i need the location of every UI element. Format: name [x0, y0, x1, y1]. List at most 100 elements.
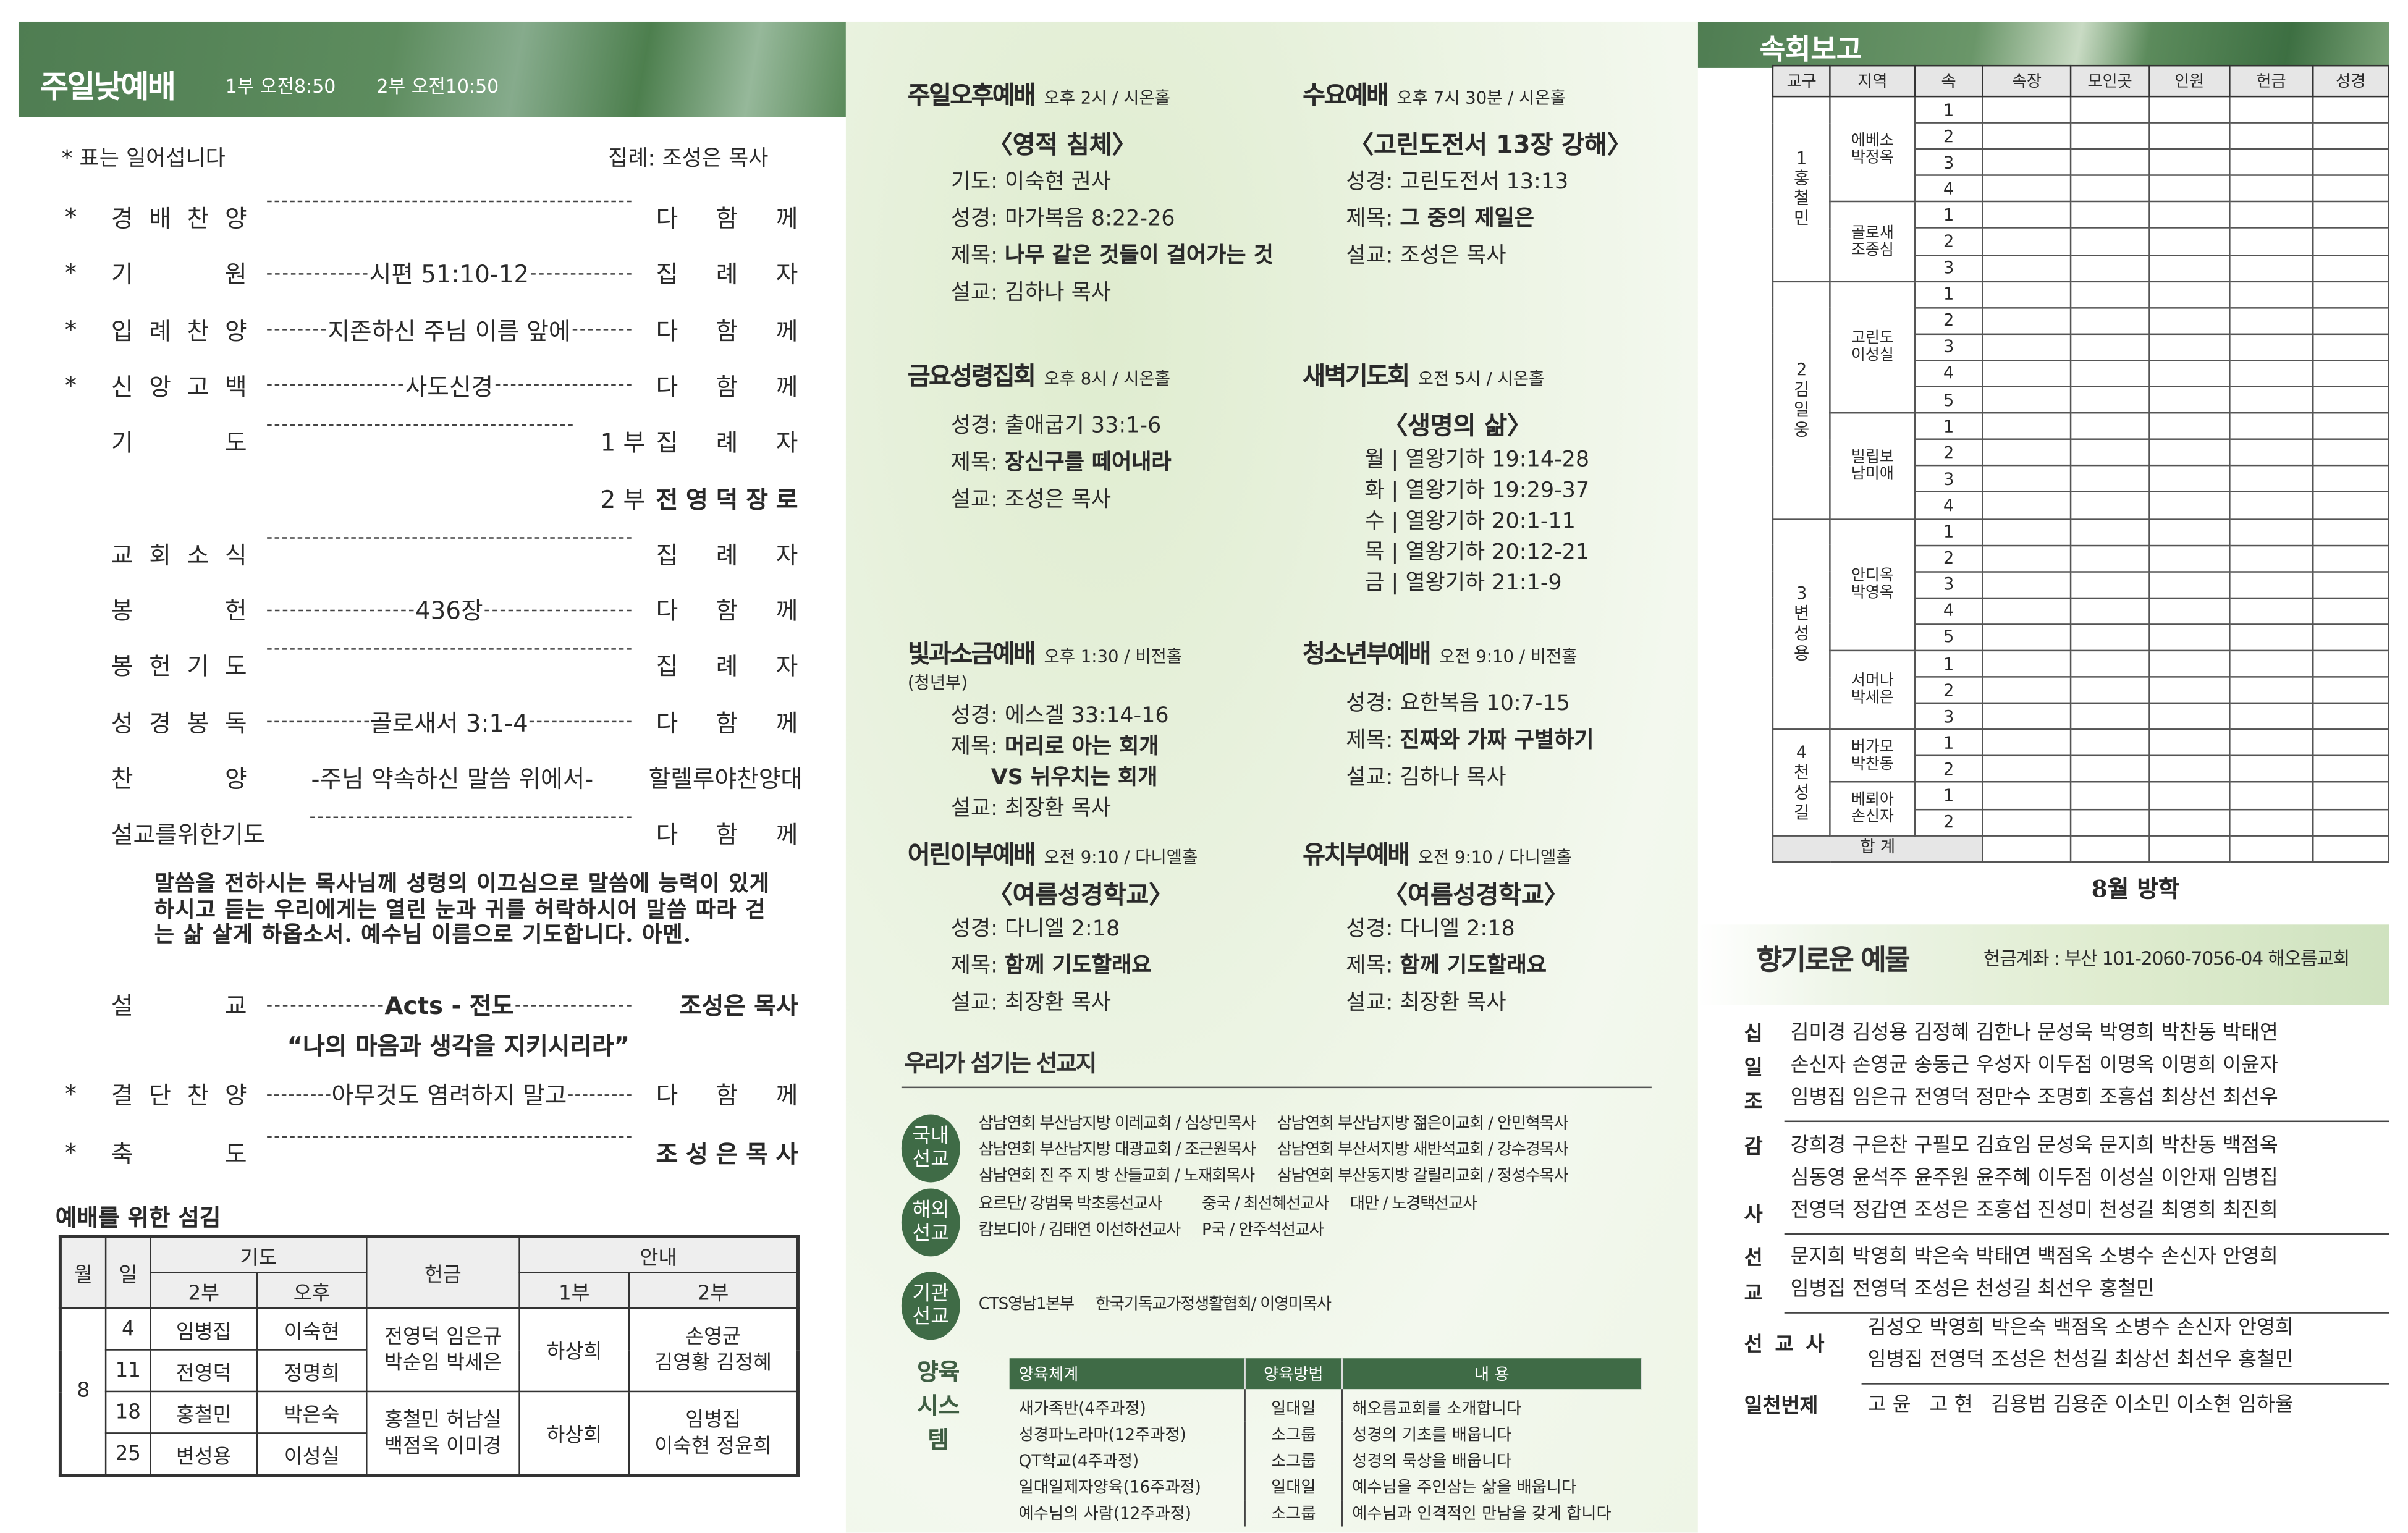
donor-name: 전영덕 — [1929, 1349, 1985, 1372]
order-part: 2 부 — [600, 485, 646, 513]
nurture-cell: 성경의 기초를 배웁니다 — [1352, 1426, 1512, 1445]
table-row: 2 김일웅 고린도 이성실 1 — [1772, 280, 2389, 520]
donor-name: 문성욱 — [2037, 1134, 2093, 1158]
cell-number: 3 — [1914, 465, 1984, 493]
donor-name: 조흥섭 — [1975, 1199, 2032, 1223]
table-row: 3 — [1773, 702, 2389, 731]
line-key: 목 | — [1364, 540, 1399, 565]
area-name: 고린도 이성실 — [1851, 330, 1894, 365]
order-detail-text: Acts - 전도 — [384, 992, 514, 1021]
glyph: 성 — [111, 709, 133, 738]
donor-name: 김효임 — [1975, 1134, 2032, 1158]
table-row: 2 — [1773, 808, 2389, 836]
line-key: 설교: — [1346, 990, 1393, 1016]
blank-entry-cell — [2148, 676, 2231, 704]
cell-number: 2 — [1914, 676, 1984, 704]
blank-entry-cell — [2228, 465, 2314, 493]
blank-entry-cell — [2312, 782, 2389, 810]
blank-entry-cell — [1982, 491, 2072, 520]
blank-entry-cell — [2069, 359, 2150, 388]
offering-line: 전영덕 정갑연 조성은 조흥섭 진성미 천성길 최영희 최진희 — [1791, 1194, 2284, 1227]
dash-leader — [267, 1003, 384, 1006]
glyph: 감 — [1744, 1136, 1763, 1159]
service-line: 제목: 머리로 아는 회개 — [908, 732, 1324, 762]
table-row: 18 홍철민 박은숙 홍철민 허남실 백점옥 이미경 하상희 임병집 이숙현 정윤… — [60, 1390, 799, 1477]
nurture-cell: 소그룹 — [1244, 1500, 1343, 1527]
blank-entry-cell — [1982, 254, 2072, 282]
mission-item: 삼남연회 부산남지방 대광교회 / 조근원목사 — [978, 1141, 1256, 1159]
mission-item: 한국기독교가정생활협회/ 이영미목사 — [1095, 1294, 1332, 1314]
order-detail: 사도신경 — [266, 369, 633, 403]
donor-name: 소병수 — [2114, 1316, 2170, 1340]
blank-entry-cell — [2069, 544, 2150, 572]
cell-header: 헌금 — [2228, 64, 2314, 98]
line-key: 성경: — [1346, 916, 1393, 942]
dash-leader — [530, 272, 632, 275]
service-block: 새벽기도회 오전 5시 / 시온홀 〈생명의 삶〉 월 | 열왕기하 19:14-28… — [1303, 355, 1719, 599]
blank-entry-cell — [2312, 201, 2389, 229]
service-title: 어린이부예배 — [907, 839, 1036, 869]
order-detail: -주님 약속하신 말씀 위에서- — [260, 761, 646, 795]
order-detail — [266, 424, 575, 426]
line-key: 제목: — [950, 735, 998, 760]
glyph: 함 — [716, 317, 738, 345]
table-row: 3 — [1773, 465, 2389, 493]
service-title: 수요예배 — [1303, 80, 1389, 110]
order-row: 봉 헌 436장 다 함 께 — [19, 593, 846, 630]
line-value: 이숙현 권사 — [1005, 169, 1112, 195]
service-duty-table: 월 일 기도 헌금 안내 2부 오후 1부 2부 8 4 임병집 — [58, 1235, 800, 1477]
line-value: 고린도전서 13:13 — [1400, 169, 1569, 195]
nurture-cell: 성경의 묵상을 배웁니다 — [1352, 1452, 1512, 1471]
header-prayer: 기도 — [150, 1235, 368, 1273]
glyph: 함 — [716, 373, 738, 402]
blank-entry-cell — [2228, 702, 2314, 731]
service-time-place: 오후 2시 / 시온홀 — [1044, 88, 1171, 108]
blank-entry-cell — [2312, 755, 2389, 783]
blank-entry-cell — [1982, 280, 2072, 308]
donor-name: 윤주혜 — [1975, 1167, 2032, 1190]
cell-number: 1 — [1914, 280, 1984, 308]
donor-name: 문지희 — [1790, 1245, 1846, 1269]
nurture-cell: 성경파노라마(12주과정) — [1009, 1421, 1246, 1448]
donor-name: 전영덕 — [1914, 1086, 1970, 1110]
service-line: 제목: 장신구를 떼어내라 — [908, 444, 1324, 481]
line-value: 열왕기하 21:1-9 — [1405, 571, 1562, 596]
offering-cell: 홍철민 허남실 백점옥 이미경 — [366, 1390, 520, 1477]
blank-entry-cell — [2069, 122, 2150, 150]
header-day: 일 — [104, 1235, 151, 1309]
blank-entry-cell — [2228, 254, 2314, 282]
usher-2-cell: 손영균 김영황 김정혜 — [628, 1307, 799, 1393]
table-row: 새가족반(4주과정) 일대일 해오름교회를 소개합니다 — [1009, 1389, 1642, 1422]
glyph: 교 — [111, 541, 133, 570]
donor-name: 최선우 — [2037, 1278, 2093, 1301]
service-block: 금요성령집회 오후 8시 / 시온홀 성경: 출애굽기 33:1-6 제목: 장신구를… — [908, 355, 1324, 519]
order-row: * 신 앙 고 백 사도신경 다 함 께 — [19, 369, 846, 406]
sermon-prayer-text: 말씀을 전하시는 목사님께 성령의 이끄심으로 말씀에 능력이 있게 하시고 듣… — [154, 872, 771, 948]
mission-item: 삼남연회 부산서지방 새반석교회 / 강수경목사 — [1277, 1141, 1569, 1159]
blank-entry-cell — [2148, 201, 2231, 229]
header-usher: 안내 — [518, 1235, 799, 1273]
blank-entry-cell — [2148, 359, 2231, 388]
donor-name: 임병집 — [1867, 1349, 1924, 1372]
blank-entry-cell — [1982, 834, 2072, 863]
glyph: 다 — [656, 317, 678, 345]
blank-entry-cell — [2148, 808, 2231, 836]
area-cell: 고린도 이성실 — [1830, 280, 1916, 414]
blank-entry-cell — [2312, 702, 2389, 731]
area-cell: 서머나 박세은 — [1830, 649, 1916, 731]
donor-name: 이명옥 — [2099, 1054, 2155, 1078]
donor-name: 최영희 — [2161, 1199, 2216, 1223]
donor-name: 정갑연 — [1852, 1199, 1908, 1223]
line-key: 성경: — [1346, 691, 1393, 717]
blank-entry-cell — [2312, 359, 2389, 388]
blank-entry-cell — [2312, 306, 2389, 335]
blank-entry-cell — [2069, 280, 2150, 308]
blank-entry-cell — [2228, 95, 2314, 124]
glyph: 함 — [716, 709, 738, 738]
